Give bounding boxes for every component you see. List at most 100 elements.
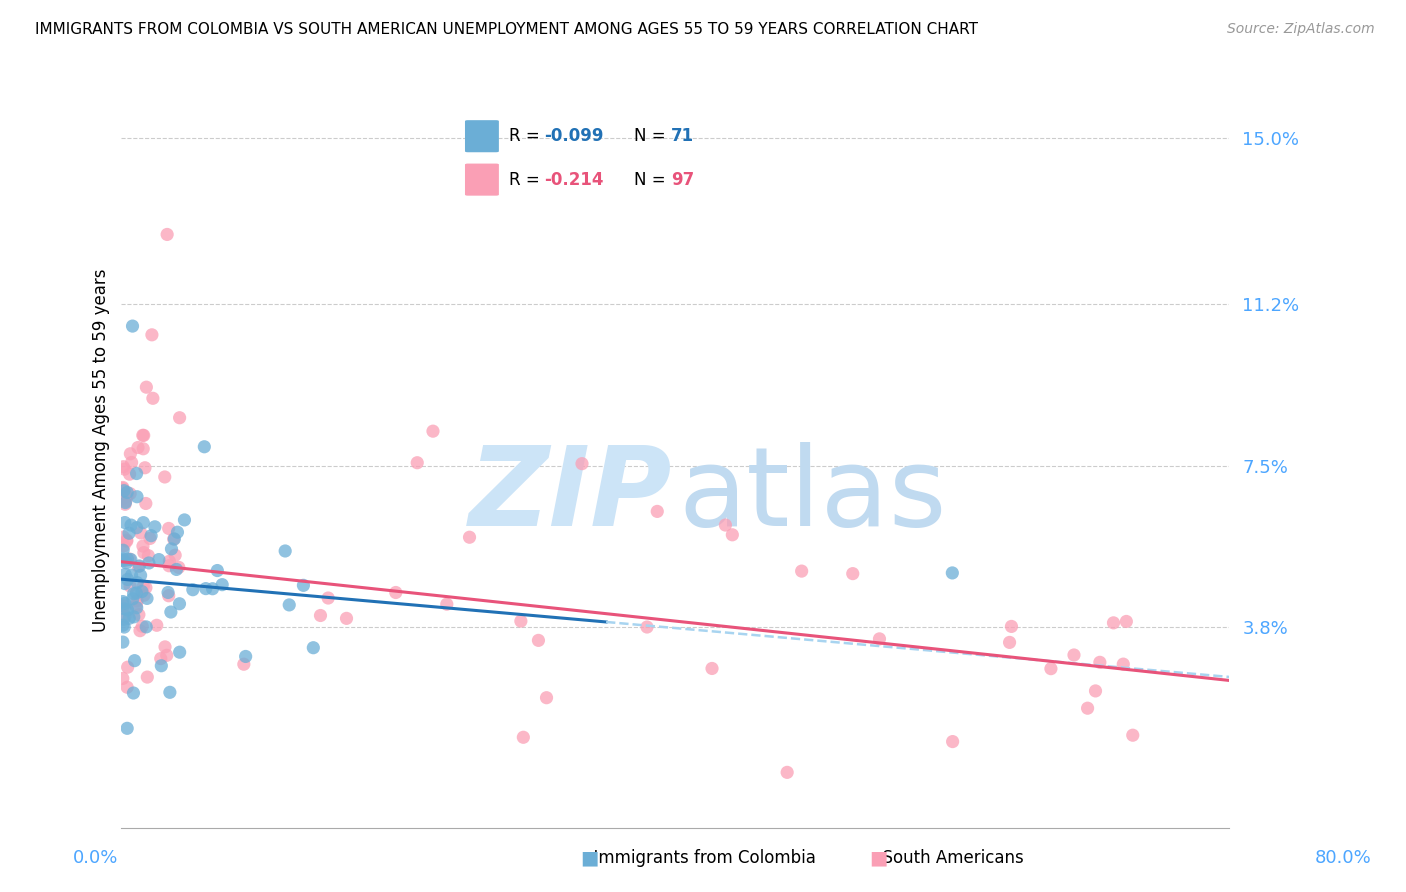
Point xyxy=(129,525,152,540)
Text: 80.0%: 80.0% xyxy=(1315,849,1371,867)
Point xyxy=(128,559,150,574)
Text: ■: ■ xyxy=(581,848,599,868)
Point xyxy=(111,635,134,649)
Point xyxy=(436,597,458,611)
Point xyxy=(111,618,134,632)
Text: atlas: atlas xyxy=(679,442,948,549)
Text: IMMIGRANTS FROM COLOMBIA VS SOUTH AMERICAN UNEMPLOYMENT AMONG AGES 55 TO 59 YEAR: IMMIGRANTS FROM COLOMBIA VS SOUTH AMERIC… xyxy=(35,22,979,37)
Point xyxy=(115,533,138,548)
Point xyxy=(181,582,204,597)
Point xyxy=(169,410,191,425)
Point xyxy=(122,610,145,624)
Point xyxy=(941,566,963,580)
Point xyxy=(169,597,191,611)
Point xyxy=(145,618,167,632)
Point xyxy=(139,532,162,546)
Point xyxy=(527,633,550,648)
Point xyxy=(160,605,183,619)
Point xyxy=(120,486,142,500)
Point xyxy=(700,661,723,675)
Point xyxy=(141,327,163,342)
Point xyxy=(111,491,134,506)
Point xyxy=(125,521,148,535)
Point xyxy=(157,554,180,568)
Point xyxy=(115,489,138,503)
Point xyxy=(132,546,155,560)
Point xyxy=(135,620,157,634)
Point xyxy=(117,573,139,587)
Point xyxy=(121,455,143,469)
Point xyxy=(942,734,965,748)
Point xyxy=(115,680,138,694)
Point xyxy=(136,670,159,684)
Point xyxy=(114,553,136,567)
Point xyxy=(132,588,155,602)
Point xyxy=(115,556,138,570)
Point xyxy=(118,611,141,625)
Point xyxy=(422,424,444,438)
Point xyxy=(117,552,139,566)
Point xyxy=(127,441,149,455)
Point xyxy=(645,504,668,518)
Point xyxy=(776,765,799,780)
Point xyxy=(194,582,217,596)
Point xyxy=(132,428,155,442)
Point xyxy=(134,460,156,475)
Point xyxy=(125,599,148,613)
Point xyxy=(1077,701,1099,715)
Point xyxy=(117,660,139,674)
Point xyxy=(309,608,332,623)
Point xyxy=(143,520,166,534)
Point xyxy=(111,480,134,494)
Point xyxy=(211,577,233,591)
Point xyxy=(138,556,160,570)
Point xyxy=(128,607,150,622)
Text: 0.0%: 0.0% xyxy=(73,849,118,867)
Point xyxy=(201,582,224,596)
Point xyxy=(1122,728,1144,742)
Point xyxy=(112,530,135,544)
Point xyxy=(150,658,173,673)
Point xyxy=(121,568,143,582)
Point xyxy=(148,552,170,566)
Point xyxy=(790,564,813,578)
Point xyxy=(135,581,157,595)
Point xyxy=(114,609,136,624)
Text: ZIP: ZIP xyxy=(468,442,672,549)
Point xyxy=(124,654,146,668)
Point xyxy=(112,612,135,626)
Point xyxy=(163,532,186,546)
Point xyxy=(125,586,148,600)
Point xyxy=(292,578,315,592)
Point xyxy=(112,620,135,634)
Point xyxy=(1000,619,1022,633)
Point xyxy=(132,539,155,553)
Point xyxy=(129,624,152,638)
Point xyxy=(302,640,325,655)
Point xyxy=(127,575,149,590)
Point xyxy=(156,648,179,663)
Point xyxy=(136,591,159,606)
Point xyxy=(114,602,136,616)
Text: ■: ■ xyxy=(869,848,887,868)
Point xyxy=(139,529,162,543)
Point xyxy=(112,599,135,613)
Text: Immigrants from Colombia: Immigrants from Colombia xyxy=(583,849,817,867)
Point xyxy=(132,442,155,456)
Point xyxy=(232,657,254,672)
Point xyxy=(157,585,180,599)
Point xyxy=(721,528,744,542)
Point xyxy=(1088,656,1111,670)
Point xyxy=(1039,662,1062,676)
Point xyxy=(111,594,134,608)
Point xyxy=(127,559,149,574)
Point xyxy=(1115,615,1137,629)
Point xyxy=(636,620,658,634)
Point xyxy=(118,579,141,593)
Point xyxy=(114,596,136,610)
Point xyxy=(536,690,558,705)
Point xyxy=(115,534,138,549)
Point xyxy=(385,585,408,599)
Point xyxy=(135,380,157,394)
Point xyxy=(125,600,148,615)
